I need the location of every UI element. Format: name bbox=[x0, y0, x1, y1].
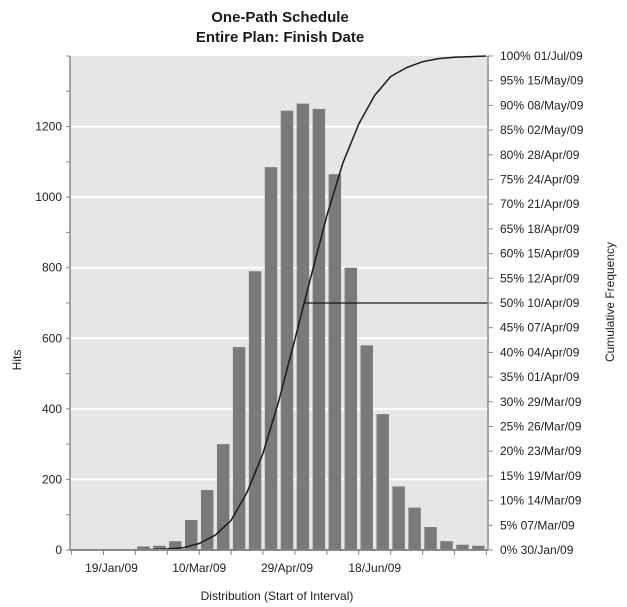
y2-tick-label: 65% 18/Apr/09 bbox=[500, 222, 580, 236]
bar bbox=[344, 267, 358, 550]
y-tick-label: 800 bbox=[42, 261, 62, 275]
y2-tick-label: 75% 24/Apr/09 bbox=[500, 173, 580, 187]
bar bbox=[424, 527, 437, 550]
chart-title-line-1: One-Path Schedule bbox=[211, 9, 349, 26]
bars bbox=[137, 103, 485, 550]
bar bbox=[200, 490, 214, 550]
y2-tick-label: 45% 07/Apr/09 bbox=[500, 321, 580, 335]
bar bbox=[440, 541, 453, 550]
bar bbox=[280, 110, 294, 550]
y2-tick-label: 5% 07/Mar/09 bbox=[500, 518, 575, 532]
y2-tick-label: 100% 01/Jul/09 bbox=[500, 49, 583, 63]
y2-tick-label: 10% 14/Mar/09 bbox=[500, 494, 582, 508]
bar bbox=[360, 345, 373, 550]
bar bbox=[472, 545, 485, 550]
bar bbox=[153, 545, 166, 550]
chart-title: One-Path Schedule Entire Plan: Finish Da… bbox=[196, 9, 364, 46]
bar bbox=[169, 541, 182, 550]
bar bbox=[328, 174, 342, 550]
y-tick-label: 1200 bbox=[35, 120, 62, 134]
y2-tick-label: 0% 30/Jan/09 bbox=[500, 543, 574, 557]
y2-tick-label: 50% 10/Apr/09 bbox=[500, 296, 580, 310]
bar bbox=[264, 167, 278, 550]
bar bbox=[392, 486, 405, 550]
x-axis-label: Distribution (Start of Interval) bbox=[201, 589, 354, 603]
y2-tick-label: 70% 21/Apr/09 bbox=[500, 197, 580, 211]
x-tick-label: 29/Apr/09 bbox=[261, 561, 313, 575]
x-tick-label: 10/Mar/09 bbox=[172, 561, 226, 575]
y2-tick-label: 35% 01/Apr/09 bbox=[500, 370, 580, 384]
y-tick-label: 200 bbox=[42, 472, 62, 486]
y2-tick-label: 95% 15/May/09 bbox=[500, 74, 584, 88]
y-tick-label: 1000 bbox=[35, 190, 62, 204]
y2-tick-label: 25% 26/Mar/09 bbox=[500, 420, 582, 434]
y2-tick-label: 90% 08/May/09 bbox=[500, 98, 584, 112]
y-tick-label: 0 bbox=[55, 543, 62, 557]
y-tick-label: 400 bbox=[42, 402, 62, 416]
bar bbox=[376, 414, 389, 550]
y2-tick-label: 80% 28/Apr/09 bbox=[500, 148, 580, 162]
bar bbox=[456, 544, 469, 550]
bar bbox=[296, 103, 310, 550]
y2-tick-label: 20% 23/Mar/09 bbox=[500, 444, 582, 458]
y2-tick-label: 85% 02/May/09 bbox=[500, 123, 584, 137]
bar bbox=[248, 271, 262, 550]
x-tick-label: 18/Jun/09 bbox=[348, 561, 401, 575]
y2-axis-label: Cumulative Frequency bbox=[603, 242, 617, 362]
bar bbox=[232, 347, 246, 550]
x-tick-label: 19/Jan/09 bbox=[85, 561, 138, 575]
cumulative-curve bbox=[135, 55, 488, 551]
cumulative-line bbox=[135, 55, 487, 551]
bar bbox=[185, 520, 198, 550]
gridlines bbox=[70, 125, 488, 481]
chart-title-line-2: Entire Plan: Finish Date bbox=[196, 29, 364, 46]
y2-tick-label: 60% 15/Apr/09 bbox=[500, 247, 580, 261]
axes: 0 200 400 600 800 1000 1200 19/Jan/09 10/Mar/09 2… bbox=[35, 49, 583, 575]
bar bbox=[137, 546, 150, 550]
y2-tick-label: 55% 12/Apr/09 bbox=[500, 271, 580, 285]
y2-tick-label: 15% 19/Mar/09 bbox=[500, 469, 582, 483]
bar bbox=[312, 108, 326, 550]
y-tick-label: 600 bbox=[42, 331, 62, 345]
y-axis-label: Hits bbox=[10, 350, 24, 371]
bar bbox=[408, 507, 421, 550]
y2-tick-label: 40% 04/Apr/09 bbox=[500, 345, 580, 359]
y2-tick-label: 30% 29/Mar/09 bbox=[500, 395, 582, 409]
bar bbox=[216, 444, 230, 550]
